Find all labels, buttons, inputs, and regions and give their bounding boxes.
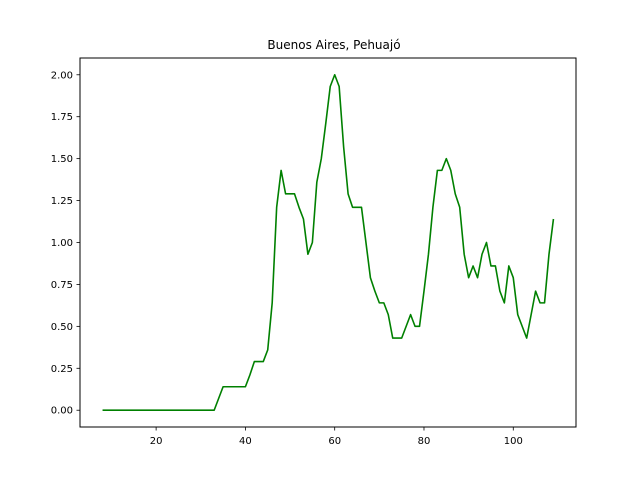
plot-area [102,73,555,412]
chart-title: Buenos Aires, Pehuajó [267,38,400,52]
y-tick-label: 0.50 [51,322,73,333]
axes-frame [79,57,577,428]
x-tick-label: 60 [328,436,341,447]
y-tick-label: 1.00 [51,238,73,249]
y-tick-label: 1.75 [51,112,73,123]
x-tick-label: 40 [239,436,252,447]
y-tick-label: 1.50 [51,154,73,165]
x-tick-label: 20 [150,436,163,447]
x-tick-label: 100 [504,436,523,447]
y-axis-ticks: 0.00 0.25 0.50 0.75 1.00 1.25 1.50 1.75 2.00 [51,70,80,417]
x-axis-ticks: 20 40 60 80 100 [150,427,523,447]
x-tick-label: 80 [418,436,431,447]
y-tick-label: 1.25 [51,196,73,207]
series-line-0 [102,73,555,412]
y-tick-label: 0.75 [51,280,73,291]
y-tick-label: 0.25 [51,364,73,375]
y-tick-label: 0.00 [51,406,73,417]
y-tick-label: 2.00 [51,70,73,81]
